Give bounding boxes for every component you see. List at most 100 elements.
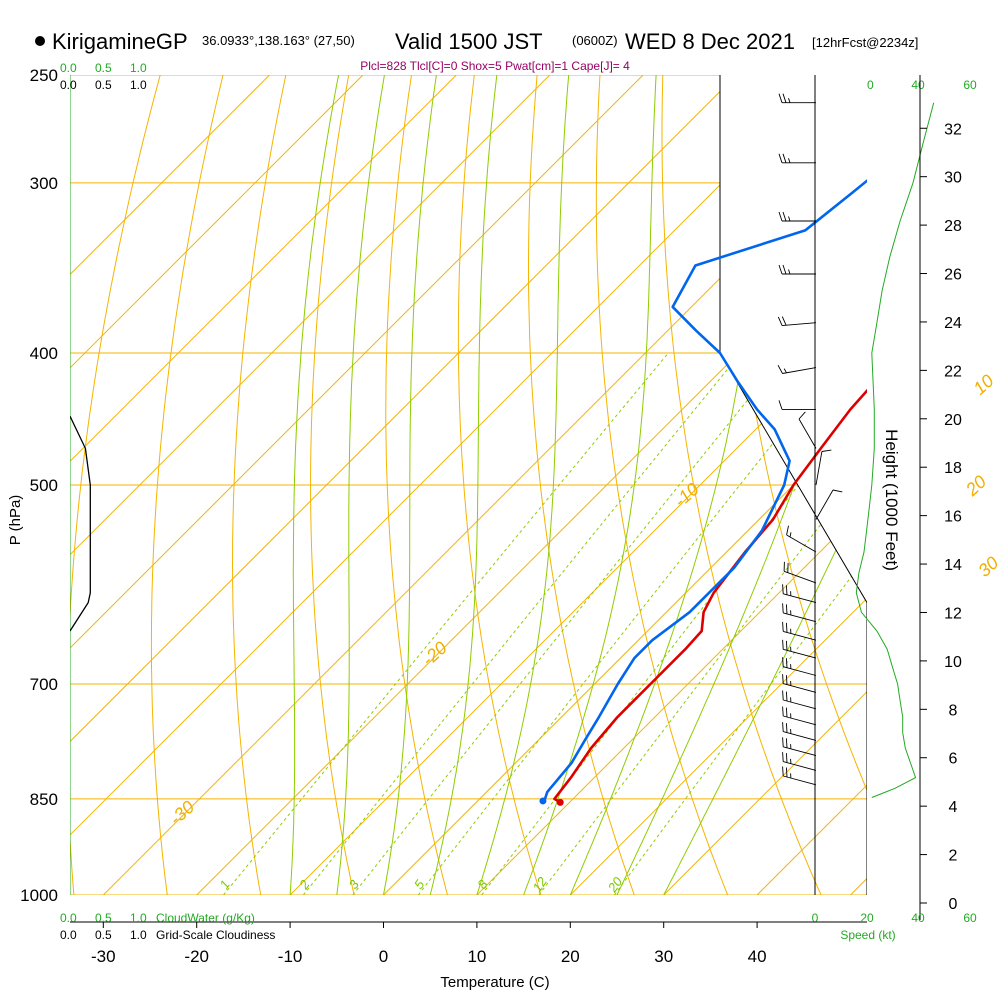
temperature-tick-label: 20 [561, 947, 580, 966]
wind-barb [815, 489, 843, 520]
wind-barb [778, 400, 816, 410]
isotherm-line [70, 75, 831, 836]
dry-adiabat-line [528, 75, 635, 895]
upper-right-mask [720, 75, 867, 603]
temperature-tick-label: 40 [748, 947, 767, 966]
dewpoint-profile [541, 179, 867, 802]
dry-adiabat-line [310, 75, 355, 895]
wind-barb [778, 153, 816, 164]
mixing-ratio-label: 2 [296, 877, 313, 893]
mixing-ratio-line [538, 463, 867, 895]
cloudwater-scale-top-2: 1.0 [130, 61, 147, 75]
cloudiness-label: Grid-Scale Cloudiness [156, 928, 275, 942]
isotherm-label: 10 [969, 370, 997, 398]
isotherm-line [70, 75, 364, 369]
height-tick-label: 10 [944, 654, 962, 671]
moist-adiabat-line [289, 75, 340, 895]
station-coords: 36.0933°,138.163° (27,50) [202, 33, 355, 48]
height-tick-label: 24 [944, 315, 962, 332]
mixing-ratio-line [417, 352, 846, 895]
height-tick-label: 2 [949, 848, 958, 865]
mixing-ratio-label: 5 [411, 877, 428, 892]
surface-dewpoint-marker [539, 797, 547, 805]
moist-adiabat-line [663, 482, 867, 895]
pressure-tick-label: 850 [30, 790, 58, 809]
wind-barb [782, 674, 817, 693]
wind-panel [777, 75, 935, 895]
height-tick-label: 20 [944, 412, 962, 429]
height-tick-label: 4 [949, 799, 958, 816]
surface-temperature-marker [556, 798, 564, 806]
cloudiness-scale-top-1: 0.5 [95, 78, 112, 92]
cloudiness-scale-top-0: 0.0 [60, 78, 77, 92]
height-tick-label: 30 [944, 170, 962, 187]
moist-adiabat-line [336, 75, 385, 895]
pressure-tick-label: 400 [30, 344, 58, 363]
wind-barb [782, 766, 817, 786]
dry-adiabat-line [150, 75, 224, 895]
height-tick-label: 32 [944, 121, 962, 138]
isotherm-line [70, 75, 457, 463]
cloudwater-scale-top-0: 0.0 [60, 61, 77, 75]
isotherm-label: 30 [974, 553, 1000, 581]
height-tick-label: 18 [944, 460, 962, 477]
valid-utc: (0600Z) [572, 33, 618, 48]
temperature-tick-label: -20 [184, 947, 209, 966]
x-axis-title: Temperature (C) [440, 974, 549, 991]
cloudwater-scale-bottom-1: 0.5 [95, 911, 112, 925]
pressure-tick-label: 700 [30, 675, 58, 694]
isotherm-line [569, 597, 867, 895]
cloudiness-scale-top-2: 1.0 [130, 78, 147, 92]
forecast-label: [12hrFcst@2234z] [812, 35, 918, 50]
cloudwater-scale-bottom-2: 1.0 [130, 911, 147, 925]
mixing-ratio-label: 3 [346, 877, 363, 892]
wind-barb [782, 639, 817, 659]
diagram-right-boundary [719, 75, 867, 895]
mixing-ratio-line [223, 352, 669, 895]
stability-indices: Plcl=828 Tlcl[C]=0 Shox=5 Pwat[cm]=1 Cap… [360, 59, 630, 73]
pressure-tick-label: 500 [30, 476, 58, 495]
mixing-ratio-line [302, 352, 742, 895]
wind-barb [778, 211, 816, 222]
y-axis-title: P (hPa) [7, 495, 24, 546]
wind-barb [798, 411, 817, 449]
cloudwater-scale-bottom-0: 0.0 [60, 911, 77, 925]
station-marker-icon [35, 36, 45, 46]
pressure-tick-label: 300 [30, 174, 58, 193]
height-tick-label: 12 [944, 605, 962, 622]
temperature-tick-label: 30 [654, 947, 673, 966]
speed-scale-top-3: 60 [963, 78, 977, 92]
wind-barb [782, 706, 817, 726]
isotherm-line [70, 75, 644, 649]
wind-barb [782, 657, 817, 676]
wind-barb [783, 561, 817, 584]
wind-barb [782, 722, 817, 741]
isotherm-label: 20 [961, 471, 990, 500]
wind-barb [782, 621, 817, 641]
temperature-tick-label: -10 [278, 947, 303, 966]
isotherm-line [70, 75, 270, 276]
height-tick-label: 14 [944, 557, 962, 574]
mixing-ratio-label: 20 [604, 874, 626, 896]
isotherm-label: -20 [418, 638, 451, 670]
moist-adiabat-line [383, 75, 437, 895]
wind-speed-profile [855, 102, 935, 798]
dry-adiabat-line [231, 75, 287, 895]
cloudiness-profile [70, 415, 91, 632]
moist-adiabat-line [429, 75, 498, 895]
isotherm-line [289, 317, 867, 895]
wind-barb [786, 525, 817, 553]
dry-adiabat-line [70, 75, 161, 895]
mixing-ratio-line [352, 352, 786, 895]
speed-scale-bottom-1: 20 [860, 911, 874, 925]
wind-barb [782, 737, 817, 757]
mixing-ratio-label: 12 [529, 874, 550, 895]
cloudiness-scale-bottom-0: 0.0 [60, 928, 77, 942]
isotherm-label: -10 [996, 154, 1000, 186]
valid-time: Valid 1500 JST [395, 29, 543, 54]
dry-adiabat-line [457, 75, 542, 895]
moist-adiabat-line [476, 75, 570, 895]
speed-scale-bottom-3: 60 [963, 911, 977, 925]
height-tick-label: 8 [949, 702, 958, 719]
